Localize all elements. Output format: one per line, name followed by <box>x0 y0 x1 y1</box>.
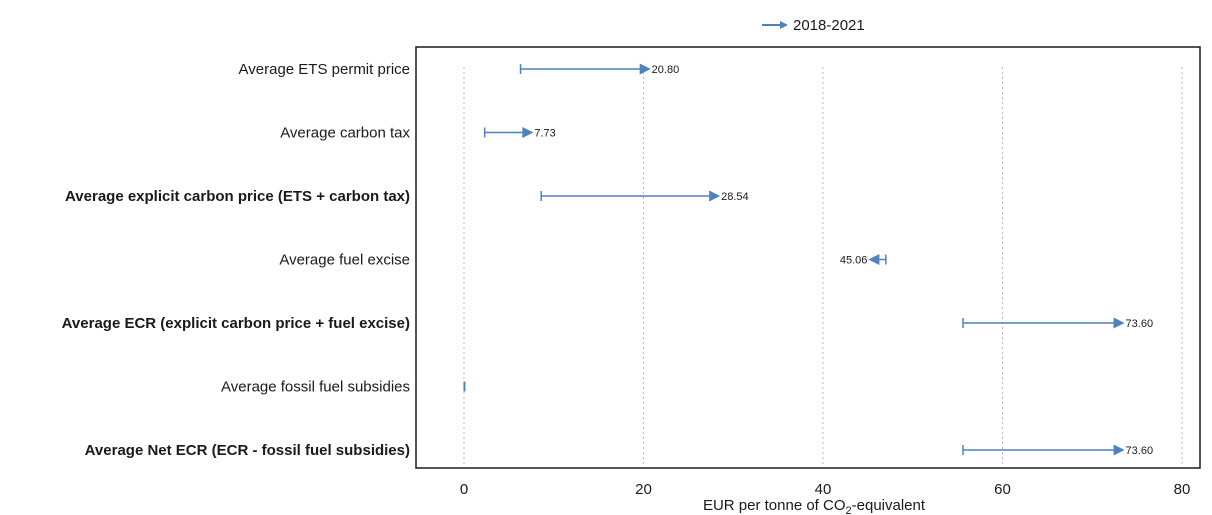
gridlines <box>463 67 1183 464</box>
category-label: Average explicit carbon price (ETS + car… <box>65 188 410 205</box>
x-tick-label: 80 <box>1174 481 1191 498</box>
data-label: 73.60 <box>1126 445 1154 457</box>
dumbbell-end-arrow <box>709 190 721 202</box>
plot-frame <box>415 46 1201 469</box>
dumbbell-end-arrow <box>639 63 651 75</box>
x-tick-label: 20 <box>635 481 652 498</box>
category-label: Average fossil fuel subsidies <box>221 379 410 396</box>
category-label: Average Net ECR (ECR - fossil fuel subsi… <box>85 442 410 459</box>
x-tick-label: 40 <box>815 481 832 498</box>
x-axis-title-prefix: EUR per tonne of CO <box>703 497 846 514</box>
dumbbell-end-arrow <box>1113 444 1125 456</box>
dumbbell-end-arrow <box>1113 317 1125 329</box>
x-tick-label: 0 <box>460 481 468 498</box>
data-label: 28.54 <box>721 191 749 203</box>
legend-marker-arrow <box>780 21 788 29</box>
data-label: 20.80 <box>652 64 680 76</box>
x-axis-title-suffix: -equivalent <box>852 497 926 514</box>
category-label: Average fuel excise <box>279 252 410 269</box>
data-label: 73.60 <box>1126 318 1154 330</box>
category-label: Average carbon tax <box>280 125 410 142</box>
data-marks: 20.80 7.73 28.54 45.06 73.60 73.60 <box>463 63 1154 457</box>
x-axis-title: EUR per tonne of CO2-equivalent <box>703 497 926 515</box>
x-axis-title-subscript: 2 <box>846 505 852 515</box>
data-label: 45.06 <box>840 255 868 267</box>
dumbbell-end-arrow <box>868 254 880 265</box>
x-axis-ticks: 0 20 40 60 80 <box>460 481 1191 498</box>
data-label: 7.73 <box>534 128 555 140</box>
dumbbell-end-arrow <box>522 127 534 138</box>
category-labels: Average ETS permit price Average carbon t… <box>62 61 411 459</box>
category-label: Average ECR (explicit carbon price + fue… <box>62 315 410 332</box>
legend: 2018-2021 <box>762 17 865 34</box>
legend-label: 2018-2021 <box>793 17 865 34</box>
dumbbell-point <box>463 381 466 392</box>
x-tick-label: 60 <box>994 481 1011 498</box>
category-label: Average ETS permit price <box>239 61 410 78</box>
